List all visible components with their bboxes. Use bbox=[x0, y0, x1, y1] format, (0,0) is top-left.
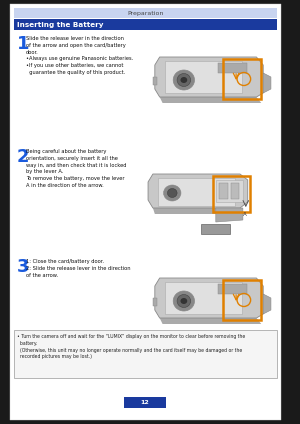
Bar bbox=[124, 397, 166, 408]
Polygon shape bbox=[216, 208, 243, 222]
Bar bbox=[14, 330, 277, 378]
Polygon shape bbox=[148, 174, 248, 208]
Bar bbox=[153, 298, 157, 306]
Polygon shape bbox=[155, 278, 263, 318]
Text: Preparation: Preparation bbox=[127, 11, 163, 16]
Text: 1: Close the card/battery door.
2: Slide the release lever in the direction
of t: 1: Close the card/battery door. 2: Slide… bbox=[26, 259, 130, 278]
Text: 1: 1 bbox=[16, 35, 29, 53]
Ellipse shape bbox=[181, 77, 187, 83]
Bar bbox=[164, 282, 242, 314]
Bar bbox=[14, 19, 277, 30]
Bar bbox=[223, 280, 261, 320]
Bar bbox=[218, 284, 247, 294]
Bar bbox=[158, 178, 235, 206]
Ellipse shape bbox=[173, 70, 194, 90]
Ellipse shape bbox=[173, 291, 194, 311]
Text: 2: 2 bbox=[16, 148, 29, 166]
Ellipse shape bbox=[167, 189, 177, 198]
Text: • Turn the camera off and wait for the “LUMIX” display on the monitor to clear b: • Turn the camera off and wait for the “… bbox=[17, 334, 246, 360]
Polygon shape bbox=[263, 294, 271, 314]
Ellipse shape bbox=[177, 295, 190, 307]
Ellipse shape bbox=[181, 298, 187, 304]
Bar bbox=[219, 183, 228, 199]
Bar bbox=[164, 61, 242, 93]
Bar bbox=[216, 180, 243, 202]
Bar bbox=[14, 8, 277, 18]
Text: Slide the release lever in the direction
of the arrow and open the card/battery
: Slide the release lever in the direction… bbox=[26, 36, 134, 75]
Ellipse shape bbox=[164, 185, 181, 201]
Bar bbox=[223, 59, 261, 99]
Polygon shape bbox=[160, 97, 261, 103]
Text: Inserting the Battery: Inserting the Battery bbox=[17, 22, 104, 28]
Bar bbox=[213, 176, 250, 212]
Bar bbox=[153, 77, 157, 85]
Ellipse shape bbox=[177, 73, 190, 86]
Polygon shape bbox=[155, 57, 263, 97]
Bar bbox=[231, 183, 239, 199]
Text: Being careful about the battery
orientation, securely insert it all the
way in, : Being careful about the battery orientat… bbox=[26, 149, 127, 188]
Polygon shape bbox=[153, 208, 245, 214]
Polygon shape bbox=[160, 318, 261, 324]
Polygon shape bbox=[263, 73, 271, 93]
Bar bbox=[218, 63, 247, 73]
Polygon shape bbox=[201, 224, 230, 234]
Text: 12: 12 bbox=[141, 400, 149, 405]
Text: 3: 3 bbox=[16, 258, 29, 276]
Text: A: A bbox=[243, 212, 247, 217]
